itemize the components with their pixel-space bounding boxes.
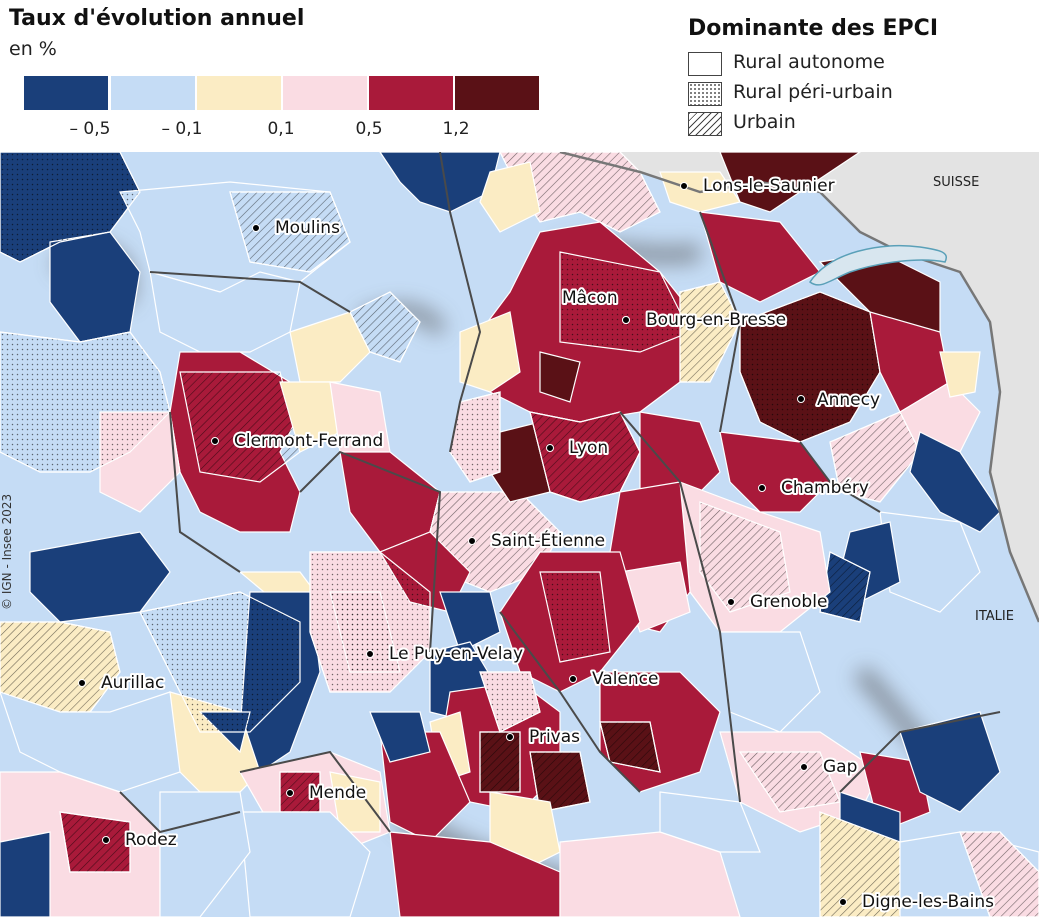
city-markers: Lons-le-Saunier Moulins Mâcon Bourg-en-Bres…: [78, 174, 996, 914]
legend-break-3: 0,1: [267, 119, 295, 139]
city-dot-rodez: [102, 836, 110, 844]
legend-class-1: [24, 76, 108, 110]
city-dot-privas: [506, 733, 514, 741]
country-labels: SUISSE ITALIE: [933, 175, 1014, 624]
city-dot-annecy: [797, 395, 805, 403]
city-label-gap: Gap: [823, 757, 857, 777]
legend-break-1: – 0,5: [69, 119, 111, 139]
country-label-italie: ITALIE: [975, 609, 1014, 624]
city-label-rodez: Rodez: [125, 830, 177, 850]
city-label-valence: Valence: [592, 669, 659, 689]
legend-class-5: [369, 76, 453, 110]
legend-break-5: 1,2: [442, 119, 470, 139]
city-label-bourg-en-bresse: Bourg-en-Bresse: [646, 310, 786, 330]
map-canvas: SUISSE ITALIE Lons-le-Saunier Moulins Mâco…: [0, 152, 1039, 917]
city-dot-aurillac: [78, 679, 86, 687]
city-dot-saint-etienne: [468, 537, 476, 545]
city-dot-valence: [569, 675, 577, 683]
epci-polygons: [0, 152, 1039, 917]
rural-autonome-label: Rural autonome: [733, 51, 885, 73]
typology-title: Dominante des EPCI: [688, 16, 939, 41]
urbain-swatch: [688, 112, 722, 136]
city-dot-clermont-ferrand: [211, 437, 219, 445]
copyright-text: © IGN - Insee 2023: [0, 493, 14, 610]
city-dot-bourg-en-bresse: [622, 316, 630, 324]
city-label-moulins: Moulins: [275, 218, 340, 238]
city-dot-lyon: [546, 444, 554, 452]
city-dot-chambery: [758, 484, 766, 492]
legend-class-2: [111, 76, 195, 110]
city-label-saint-etienne: Saint-Étienne: [491, 529, 605, 551]
legend-class-6: [455, 76, 539, 110]
city-dot-gap: [800, 763, 808, 771]
legend-break-4: 0,5: [355, 119, 383, 139]
city-label-digne-les-bains: Digne-les-Bains: [862, 892, 994, 912]
city-label-privas: Privas: [529, 727, 580, 747]
city-dot-digne-les-bains: [839, 898, 847, 906]
legend-class-3: [197, 76, 281, 110]
choropleth-map: SUISSE ITALIE Lons-le-Saunier Moulins Mâco…: [0, 152, 1039, 917]
city-label-mende: Mende: [309, 783, 366, 803]
city-label-chambery: Chambéry: [781, 478, 869, 498]
city-dot-grenoble: [727, 598, 735, 606]
legend-break-2: – 0,1: [161, 119, 203, 139]
rural-autonome-swatch: [688, 52, 722, 76]
country-label-suisse: SUISSE: [933, 175, 979, 190]
city-dot-moulins: [252, 224, 260, 232]
legend-title: Taux d'évolution annuel: [9, 6, 305, 31]
rural-periurbain-label: Rural péri-urbain: [733, 81, 893, 103]
city-label-grenoble: Grenoble: [750, 592, 827, 612]
department-boundaries: [119, 152, 1001, 834]
city-label-lyon: Lyon: [569, 438, 608, 458]
legend-unit: en %: [9, 38, 57, 60]
lake-geneva: [808, 245, 947, 286]
city-label-lons-le-saunier: Lons-le-Saunier: [703, 176, 835, 196]
rural-periurbain-swatch: [688, 82, 722, 106]
city-label-le-puy-en-velay: Le Puy-en-Velay: [389, 644, 523, 664]
city-label-annecy: Annecy: [817, 390, 880, 410]
city-dot-le-puy-en-velay: [366, 650, 374, 658]
city-dot-lons-le-saunier: [680, 182, 688, 190]
city-label-macon: Mâcon: [562, 288, 618, 308]
city-label-clermont-ferrand: Clermont-Ferrand: [234, 431, 383, 451]
legend-class-4: [283, 76, 367, 110]
urbain-label: Urbain: [733, 111, 796, 133]
city-label-aurillac: Aurillac: [101, 673, 164, 693]
city-dot-mende: [286, 789, 294, 797]
